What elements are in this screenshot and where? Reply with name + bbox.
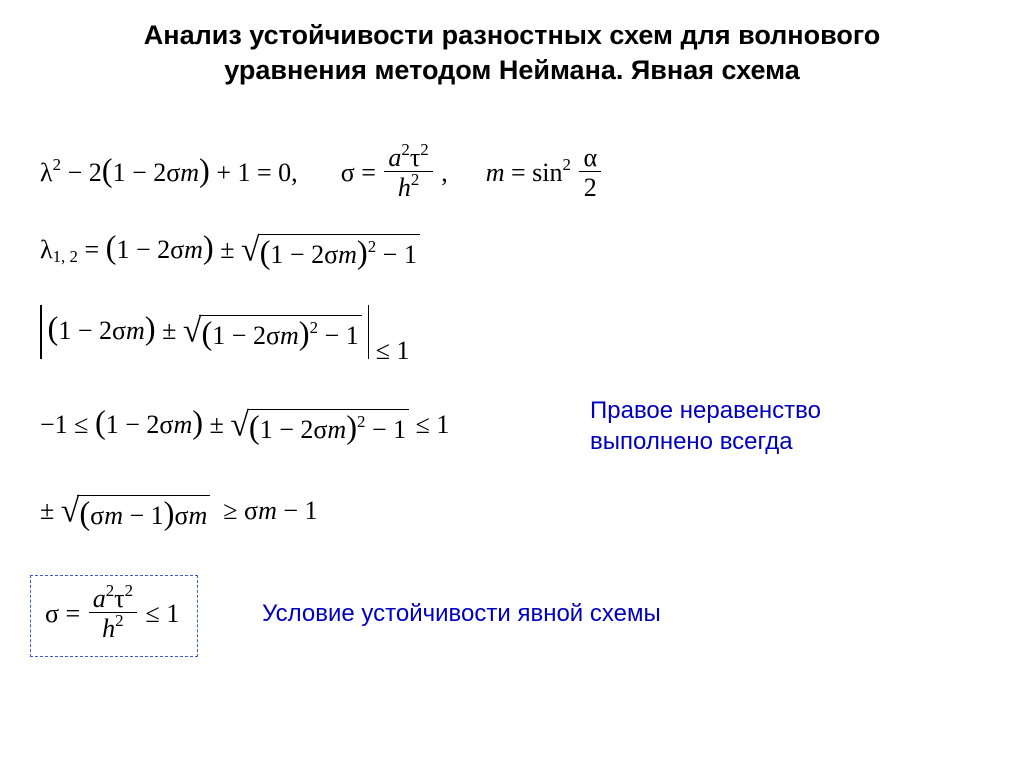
equation-stability-condition: σ = a2τ2h2 ≤ 1	[45, 599, 179, 628]
note-result-text: Условие устойчивости явной схемы	[262, 600, 661, 627]
slide: Анализ устойчивости разностных схем для …	[0, 0, 1024, 768]
note-stability-condition: Условие устойчивости явной схемы	[262, 598, 661, 629]
equation-abs-condition: (1 − 2σm) ± √(1 − 2σm)2 − 1 ≤ 1	[40, 305, 410, 366]
note-right-line1: Правое неравенство	[590, 397, 821, 424]
note-right-inequality: Правое неравенство выполнено всегда	[590, 395, 821, 457]
slide-title: Анализ устойчивости разностных схем для …	[0, 18, 1024, 88]
eq1-m-def: m = sin2 α2	[486, 158, 603, 187]
equation-roots: λ1, 2 = (1 − 2σm) ± √(1 − 2σm)2 − 1	[40, 230, 420, 272]
title-line-2: уравнения методом Неймана. Явная схема	[224, 55, 800, 85]
equation-simplified: ± √(σm − 1)σm ≥ σm − 1	[40, 495, 318, 533]
equation-double-inequality: −1 ≤ (1 − 2σm) ± √(1 − 2σm)2 − 1 ≤ 1	[40, 405, 449, 447]
note-right-line2: выполнено всегда	[590, 428, 793, 455]
eq1-sigma-def: σ = a2τ2h2 ,	[341, 158, 448, 187]
equation-characteristic: λ2 − 2(1 − 2σm) + 1 = 0, σ = a2τ2h2 , m …	[40, 145, 603, 205]
title-line-1: Анализ устойчивости разностных схем для …	[144, 20, 880, 50]
eq1-quadratic: λ2 − 2(1 − 2σm) + 1 = 0,	[40, 158, 298, 187]
stability-condition-box: σ = a2τ2h2 ≤ 1	[30, 575, 198, 657]
